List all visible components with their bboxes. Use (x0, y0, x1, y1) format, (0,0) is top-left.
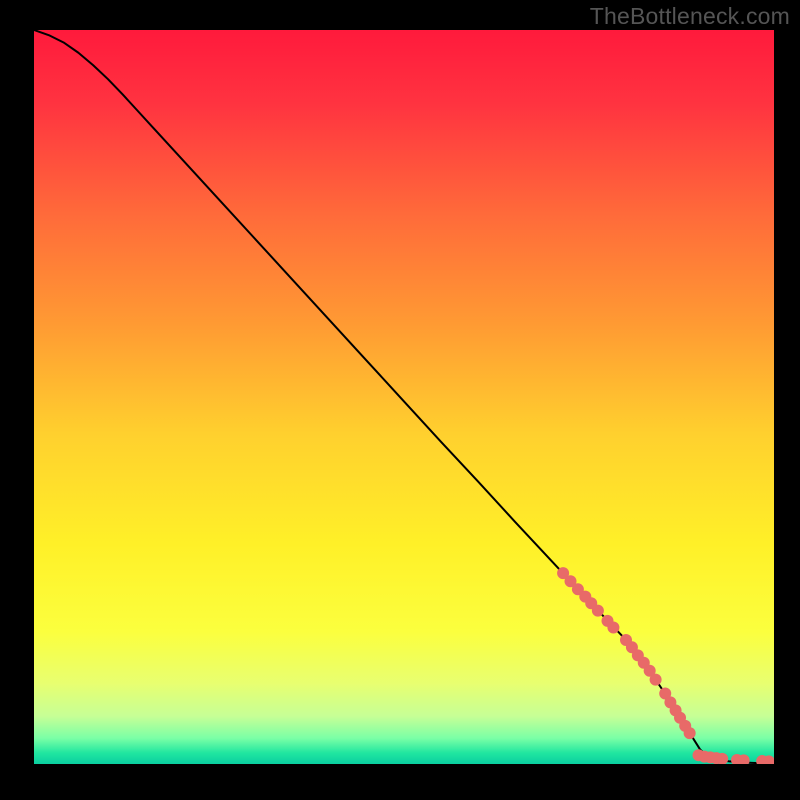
data-point (607, 621, 619, 633)
data-point (650, 674, 662, 686)
bottleneck-chart (34, 30, 774, 764)
chart-background (34, 30, 774, 764)
data-point (684, 727, 696, 739)
data-point (592, 605, 604, 617)
watermark-text: TheBottleneck.com (590, 3, 790, 30)
